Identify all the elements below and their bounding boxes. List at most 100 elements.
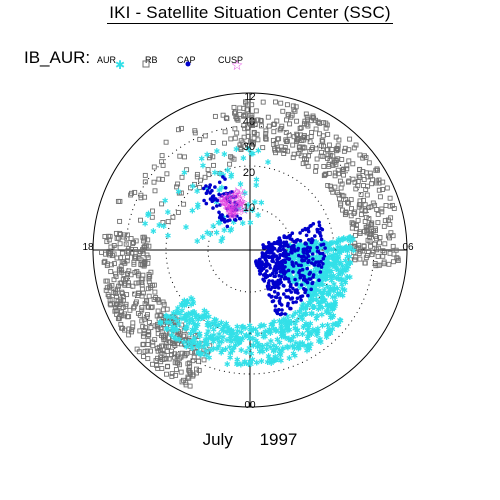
point-cusp: ☆: [222, 201, 232, 213]
point-aur: ✱: [185, 338, 192, 347]
point-rb: [361, 243, 367, 249]
point-aur: ✱: [178, 300, 185, 309]
point-rb: [176, 127, 181, 133]
point-aur: ✱: [271, 317, 278, 326]
point-aur: ✱: [292, 264, 299, 273]
point-aur: ✱: [326, 289, 333, 298]
point-aur: ✱: [221, 323, 228, 332]
point-aur: ✱: [334, 285, 341, 294]
point-aur: ✱: [292, 319, 299, 328]
legend-item-rb: RB: [145, 55, 158, 65]
point-aur: ✱: [179, 301, 186, 310]
point-aur: ✱: [323, 333, 330, 342]
point-rb: [249, 112, 255, 118]
point-rb: [355, 217, 361, 223]
point-aur: ✱: [295, 344, 302, 353]
point-aur: ✱: [323, 240, 330, 249]
point-aur: ✱: [285, 319, 292, 328]
point-rb: [165, 219, 171, 225]
point-rb: [357, 175, 363, 180]
point-rb: [253, 108, 259, 114]
point-rb: [297, 145, 302, 151]
point-aur: ✱: [335, 253, 342, 262]
point-aur: ✱: [330, 259, 337, 268]
point-rb: [386, 261, 392, 267]
point-aur: ✱: [287, 252, 294, 261]
point-rb: [194, 174, 200, 180]
point-aur: ✱: [190, 299, 197, 308]
point-aur: ✱: [248, 150, 255, 159]
point-rb: [137, 312, 143, 318]
point-cap: [285, 256, 290, 261]
point-aur: ✱: [196, 338, 203, 347]
point-rb: [133, 238, 139, 244]
point-aur: ✱: [319, 291, 326, 300]
point-rb: [115, 316, 121, 321]
point-rb: [138, 217, 143, 223]
point-rb: [363, 214, 369, 220]
point-rb: [205, 349, 211, 354]
point-cap: [287, 279, 291, 284]
point-rb: [120, 305, 126, 310]
point-aur: ✱: [318, 293, 325, 302]
point-cap: [303, 241, 308, 245]
point-aur: ✱: [240, 323, 247, 332]
point-aur: ✱: [223, 327, 230, 336]
point-aur: ✱: [279, 270, 286, 279]
point-rb: [210, 140, 216, 145]
point-aur: ✱: [333, 320, 340, 329]
point-rb: [375, 211, 381, 217]
point-aur: ✱: [323, 329, 330, 338]
point-rb: [105, 292, 111, 298]
point-aur: ✱: [325, 291, 332, 300]
point-cap: [255, 263, 259, 268]
point-cap: [308, 246, 313, 250]
point-aur: ✱: [287, 252, 294, 261]
point-rb: [300, 161, 306, 167]
point-aur: ✱: [286, 272, 293, 281]
point-aur: ✱: [318, 251, 325, 260]
point-rb: [207, 343, 213, 349]
point-rb: [140, 333, 146, 339]
point-aur: ✱: [331, 302, 338, 311]
point-rb: [332, 170, 338, 176]
point-aur: ✱: [298, 250, 305, 259]
point-aur: ✱: [311, 288, 318, 297]
point-aur: ✱: [310, 303, 317, 312]
point-aur: ✱: [288, 336, 295, 345]
point-rb: [166, 335, 171, 341]
point-aur: ✱: [249, 356, 256, 365]
point-cap: [230, 213, 235, 218]
point-rb: [387, 195, 393, 201]
point-aur: ✱: [301, 278, 308, 287]
point-aur: ✱: [272, 353, 279, 362]
point-rb: [284, 117, 289, 123]
point-aur: ✱: [306, 289, 313, 298]
point-rb: [104, 263, 110, 269]
point-aur: ✱: [270, 325, 277, 334]
point-rb: [352, 257, 358, 263]
point-cap: [271, 299, 276, 303]
point-rb: [151, 164, 157, 170]
point-rb: [352, 240, 358, 246]
point-rb: [130, 283, 136, 289]
point-aur: ✱: [331, 284, 338, 293]
point-aur: ✱: [167, 313, 174, 322]
point-aur: ✱: [331, 261, 338, 270]
point-aur: ✱: [252, 326, 259, 335]
point-rb: [381, 259, 387, 265]
point-aur: ✱: [287, 253, 294, 262]
point-rb: [294, 118, 300, 124]
point-aur: ✱: [293, 249, 300, 258]
point-rb: [374, 207, 380, 212]
point-aur: ✱: [191, 327, 198, 336]
point-aur: ✱: [202, 340, 209, 349]
point-aur: ✱: [320, 272, 327, 281]
point-aur: ✱: [301, 322, 308, 331]
point-cusp: ☆: [237, 196, 247, 208]
point-aur: ✱: [298, 242, 305, 251]
angular-label-06: 06: [402, 242, 414, 253]
point-rb: [168, 319, 174, 325]
point-aur: ✱: [310, 282, 317, 291]
point-rb: [161, 337, 167, 343]
